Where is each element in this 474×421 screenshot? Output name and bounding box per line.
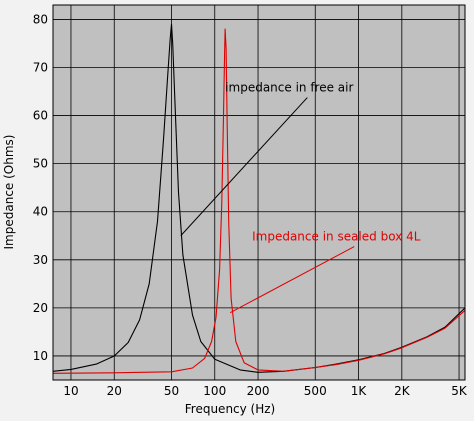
x-tick-label: 1K bbox=[351, 384, 368, 398]
x-tick-label: 5K bbox=[451, 384, 468, 398]
x-tick-label: 10 bbox=[63, 384, 78, 398]
plot-background bbox=[53, 5, 465, 380]
tick-labels: 10 20 50 100 200 500 1K 2K 5K 10 20 30 40 50 60 70 80 bbox=[33, 12, 468, 398]
grid bbox=[53, 5, 465, 380]
x-tick-label: 20 bbox=[107, 384, 122, 398]
x-tick-label: 100 bbox=[203, 384, 226, 398]
y-tick-label: 40 bbox=[33, 205, 48, 219]
y-tick-label: 20 bbox=[33, 301, 48, 315]
annotation-leader-0 bbox=[180, 97, 308, 237]
plot-frame bbox=[52, 4, 466, 381]
annotations: impedance in free air Impedance in sealed… bbox=[180, 81, 421, 314]
y-tick-label: 60 bbox=[33, 109, 48, 123]
series-line-1 bbox=[52, 28, 466, 374]
y-tick-label: 10 bbox=[33, 349, 48, 363]
annotation-leader-1 bbox=[229, 246, 355, 314]
x-tick-label: 500 bbox=[304, 384, 327, 398]
x-tick-label: 2K bbox=[394, 384, 411, 398]
x-tick-label: 50 bbox=[164, 384, 179, 398]
y-tick-label: 50 bbox=[33, 157, 48, 171]
y-axis-label: Impedance (Ohms) bbox=[2, 135, 16, 250]
y-tick-label: 70 bbox=[33, 61, 48, 75]
y-tick-label: 30 bbox=[33, 253, 48, 267]
annotation-label-1: Impedance in sealed box 4L bbox=[252, 230, 421, 244]
x-axis-label: Frequency (Hz) bbox=[185, 402, 276, 416]
y-tick-label: 80 bbox=[33, 12, 48, 26]
x-tick-label: 200 bbox=[247, 384, 270, 398]
annotation-label-0: impedance in free air bbox=[225, 81, 353, 95]
series-layer bbox=[52, 23, 466, 374]
